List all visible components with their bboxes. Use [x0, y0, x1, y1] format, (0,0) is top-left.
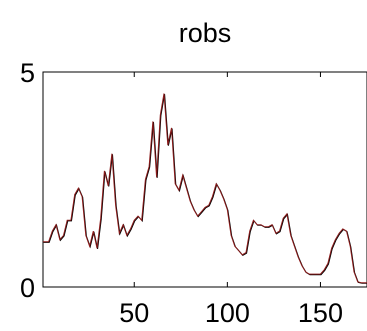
x-axis: 50 100 150: [119, 72, 343, 328]
series-line: [43, 93, 367, 284]
y-tick-label: 5: [20, 58, 35, 88]
series-lines: [43, 93, 367, 284]
y-axis: 05: [20, 58, 48, 303]
chart-title: robs: [179, 18, 232, 48]
x-tick-label: 150: [298, 298, 343, 328]
y-tick-label: 0: [20, 273, 35, 303]
series-line-shadow: [43, 94, 367, 284]
x-tick-label: 100: [205, 298, 250, 328]
x-tick-label: 50: [119, 298, 149, 328]
plot-area: [42, 71, 367, 288]
